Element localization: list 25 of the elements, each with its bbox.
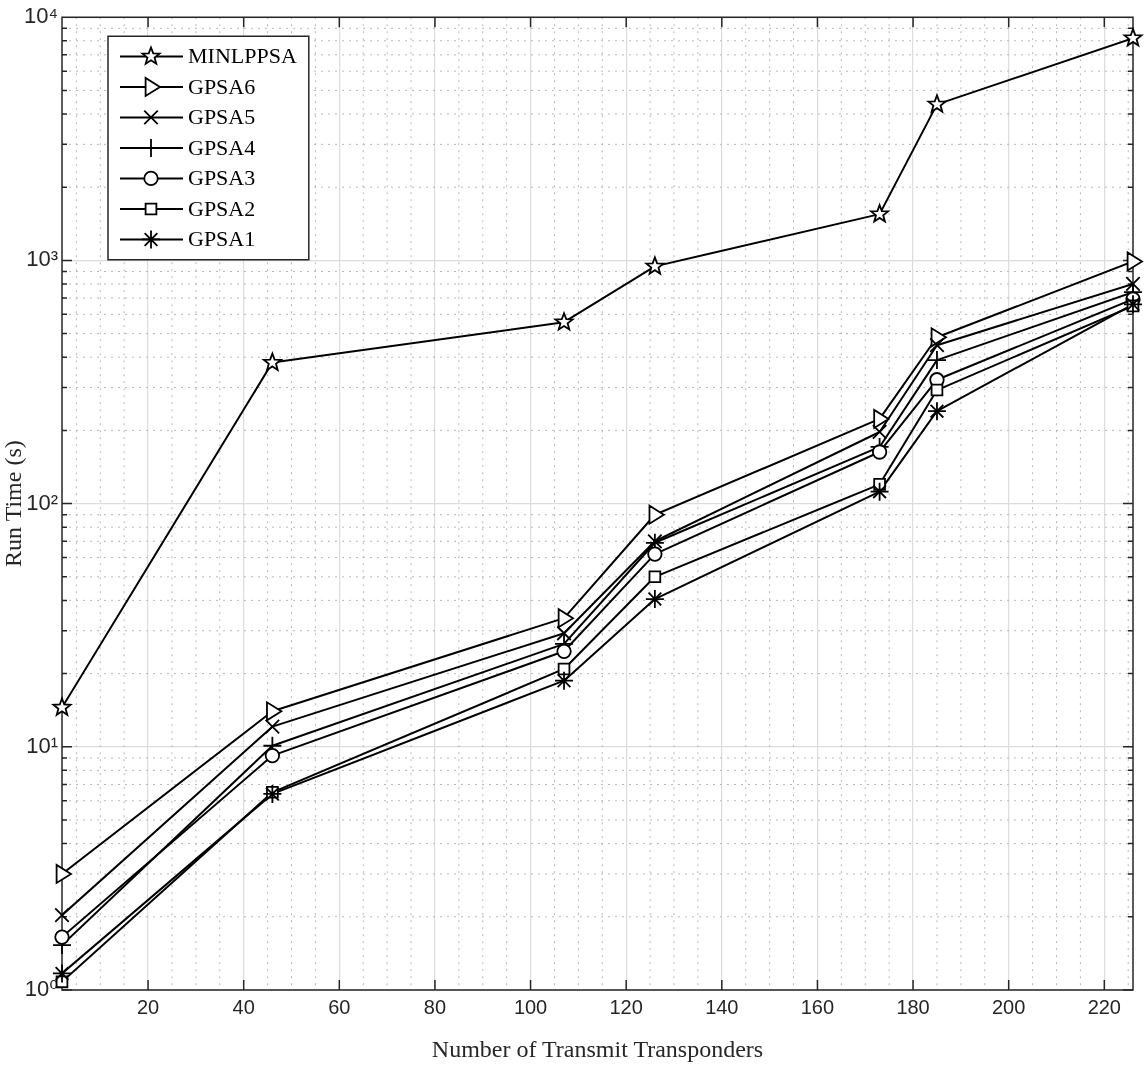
x-tick-label: 200 — [992, 995, 1026, 1018]
x-axis-title: Number of Transmit Transponders — [431, 1035, 764, 1062]
y-tick-label: 10³ — [26, 246, 58, 272]
x-tick-label: 180 — [896, 995, 930, 1018]
x-tick-label: 80 — [423, 995, 447, 1018]
legend-label: GPSA5 — [188, 104, 256, 130]
y-axis-title: Run Time (s) — [0, 440, 26, 567]
legend-label: GPSA4 — [188, 134, 256, 160]
x-tick-label: 20 — [136, 995, 160, 1018]
legend-label: MINLPPSA — [188, 43, 297, 69]
x-tick-label: 220 — [1087, 995, 1121, 1018]
y-tick-label: 10⁰ — [24, 976, 59, 1002]
y-tick-label: 10² — [26, 489, 58, 515]
legend-label: GPSA2 — [188, 195, 256, 221]
y-tick-label: 10¹ — [26, 732, 58, 758]
y-tick-label: 10⁴ — [24, 3, 58, 29]
x-tick-label: 140 — [705, 995, 739, 1018]
legend-label: GPSA3 — [188, 165, 256, 191]
x-tick-label: 120 — [609, 995, 643, 1018]
legend-label: GPSA1 — [188, 226, 256, 252]
x-tick-label: 60 — [328, 995, 351, 1018]
x-tick-label: 100 — [513, 995, 548, 1018]
x-tick-label: 160 — [800, 995, 835, 1018]
x-tick-label: 40 — [232, 995, 255, 1018]
legend-label: GPSA6 — [188, 73, 256, 99]
